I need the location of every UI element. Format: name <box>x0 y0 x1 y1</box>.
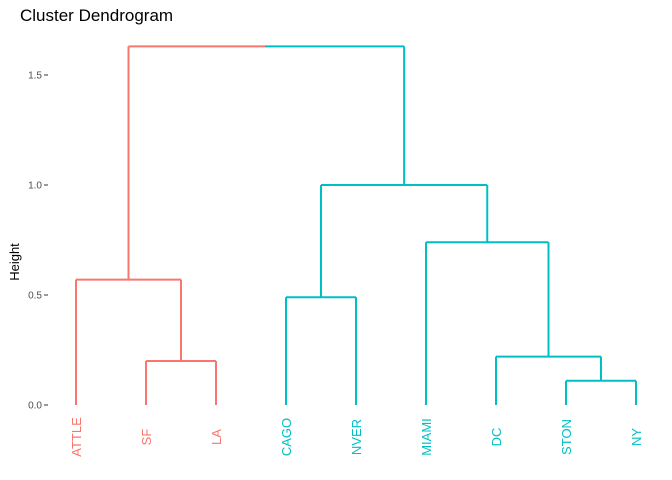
dendrogram-branches <box>75 45 637 405</box>
y-tick-label: 0.0 <box>28 401 42 412</box>
leaf-label-dc: DC <box>489 428 504 447</box>
chart-title: Cluster Dendrogram <box>20 6 173 25</box>
leaf-label-ny: NY <box>629 428 644 446</box>
leaf-label-chicago: CAGO <box>279 418 294 456</box>
leaf-labels: ATTLE SF LA CAGO NVER MIAMI DC STON NY <box>69 417 644 457</box>
y-tick-label: 1.5 <box>28 71 42 82</box>
y-axis: 0.0 0.5 1.0 1.5 <box>28 71 48 412</box>
leaf-label-la: LA <box>209 429 224 445</box>
y-tick-label: 0.5 <box>28 291 42 302</box>
y-tick-label: 1.0 <box>28 181 42 192</box>
leaf-label-sf: SF <box>139 429 154 446</box>
leaf-label-boston: STON <box>559 419 574 455</box>
leaf-label-miami: MIAMI <box>419 418 434 456</box>
leaf-label-denver: NVER <box>349 419 364 455</box>
y-axis-label: Height <box>7 243 22 281</box>
leaf-label-seattle: ATTLE <box>69 417 84 457</box>
